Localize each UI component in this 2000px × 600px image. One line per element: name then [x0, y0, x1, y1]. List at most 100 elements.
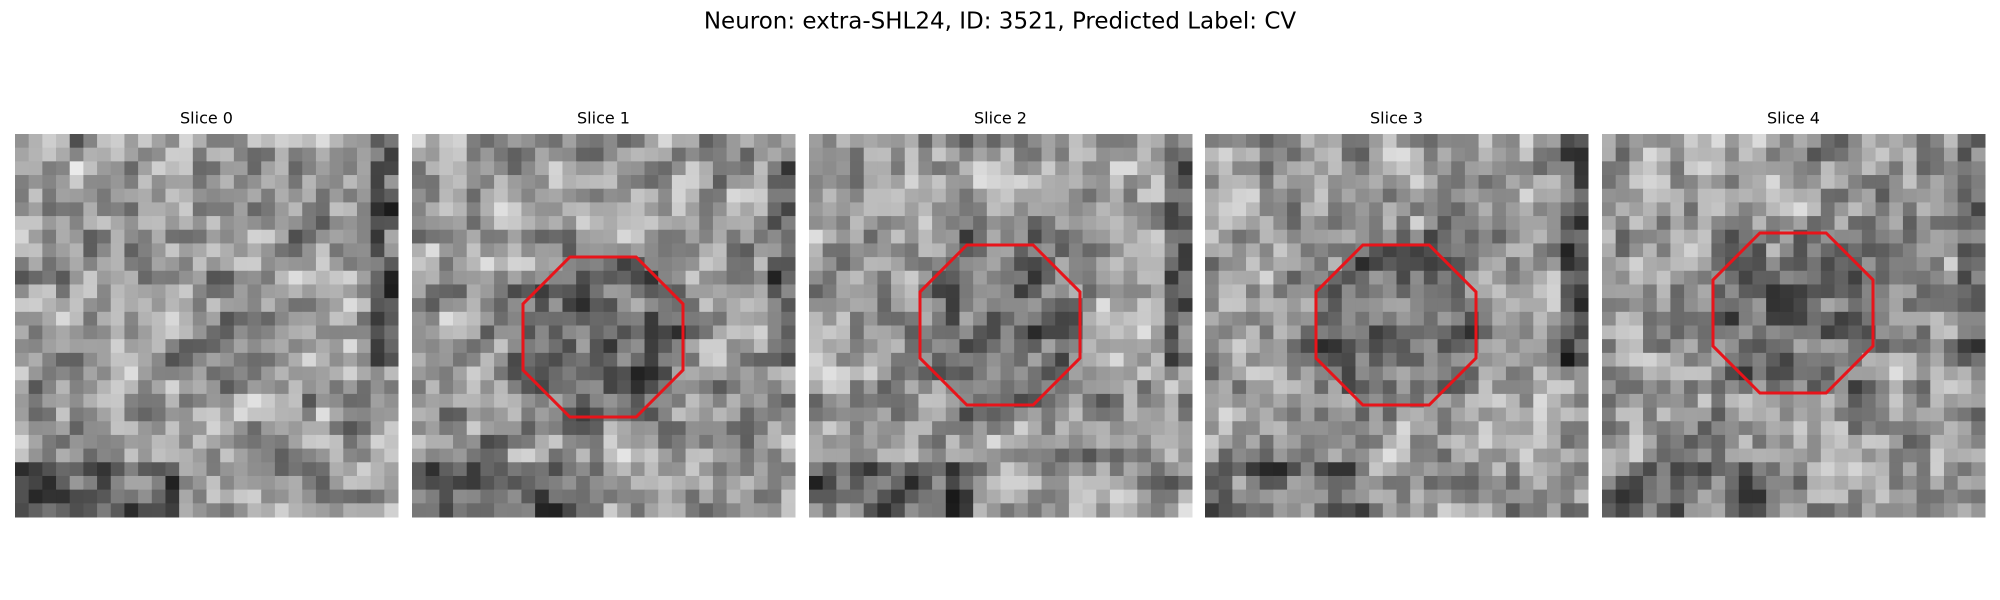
- pixel: [412, 462, 427, 477]
- pixel: [1068, 448, 1084, 463]
- pixel: [781, 175, 796, 190]
- pixel: [1150, 434, 1166, 450]
- pixel: [494, 380, 509, 395]
- pixel: [1725, 229, 1740, 244]
- pixel: [767, 462, 782, 477]
- pixel: [233, 311, 249, 326]
- pixel: [1246, 448, 1261, 463]
- pixel: [1793, 161, 1808, 176]
- pixel: [453, 161, 468, 176]
- pixel: [56, 339, 71, 354]
- pixel: [192, 284, 207, 299]
- pixel: [781, 270, 796, 285]
- pixel: [1164, 147, 1179, 162]
- pixel: [1451, 243, 1466, 258]
- pixel: [836, 380, 851, 395]
- pixel: [877, 462, 892, 477]
- pixel: [1902, 270, 1918, 285]
- pixel: [1041, 147, 1056, 162]
- pixel: [1423, 352, 1439, 368]
- pixel: [945, 393, 960, 409]
- pixel: [671, 134, 687, 149]
- pixel: [1410, 489, 1425, 504]
- pixel: [1109, 161, 1125, 176]
- pixel: [56, 421, 71, 436]
- pixel: [1752, 339, 1767, 354]
- pixel: [1055, 257, 1070, 272]
- pixel: [69, 134, 84, 149]
- pixel: [97, 175, 112, 190]
- pixel: [658, 229, 673, 244]
- pixel: [1068, 366, 1084, 381]
- pixel: [973, 407, 988, 422]
- pixel: [1000, 298, 1015, 313]
- pixel: [1602, 175, 1617, 190]
- pixel: [1410, 462, 1425, 477]
- pixel: [932, 229, 947, 244]
- pixel: [356, 366, 372, 381]
- pixel: [1246, 475, 1261, 491]
- pixel: [535, 243, 550, 258]
- pixel: [1752, 393, 1767, 409]
- pixel: [1574, 216, 1589, 231]
- pixel: [1505, 229, 1521, 244]
- pixel: [1889, 270, 1904, 285]
- pixel: [1656, 462, 1671, 477]
- pixel: [1300, 298, 1315, 313]
- pixel: [1027, 161, 1043, 176]
- pixel: [1341, 503, 1356, 518]
- pixel: [1041, 298, 1056, 313]
- pixel: [507, 161, 522, 176]
- pixel: [1930, 298, 1945, 313]
- pixel: [1643, 462, 1658, 477]
- pixel: [1725, 380, 1740, 395]
- pixel: [1259, 325, 1274, 340]
- pixel: [384, 270, 399, 285]
- pixel: [1560, 161, 1575, 176]
- pixel: [1478, 489, 1493, 504]
- pixel: [740, 147, 755, 162]
- pixel: [904, 311, 919, 326]
- pixel: [1834, 489, 1849, 504]
- pixel: [439, 489, 454, 504]
- pixel: [28, 311, 43, 326]
- pixel: [1930, 393, 1945, 409]
- pixel: [1752, 257, 1767, 272]
- pixel: [877, 147, 892, 162]
- pixel: [1423, 311, 1439, 326]
- pixel: [1451, 202, 1466, 217]
- pixel: [589, 229, 604, 244]
- pixel: [535, 366, 550, 381]
- pixel: [1382, 339, 1397, 354]
- pixel: [809, 339, 824, 354]
- pixel: [1820, 134, 1836, 149]
- pixel: [1287, 270, 1302, 285]
- pixel: [1423, 339, 1439, 354]
- pixel: [288, 229, 303, 244]
- pixel: [986, 366, 1001, 381]
- pixel: [959, 202, 974, 217]
- pixel: [343, 380, 358, 395]
- pixel: [822, 352, 837, 368]
- pixel: [1697, 503, 1712, 518]
- pixel: [42, 311, 57, 326]
- pixel: [439, 229, 454, 244]
- pixel: [1848, 134, 1863, 149]
- pixel: [233, 216, 249, 231]
- pixel: [1205, 475, 1220, 491]
- pixel: [138, 216, 153, 231]
- pixel: [384, 175, 399, 190]
- pixel: [1000, 175, 1015, 190]
- pixel: [220, 339, 235, 354]
- pixel: [110, 257, 125, 272]
- pixel: [1164, 243, 1179, 258]
- pixel: [247, 202, 262, 217]
- pixel: [1533, 462, 1548, 477]
- pixel: [288, 325, 303, 340]
- pixel: [1560, 489, 1575, 504]
- pixel: [740, 216, 755, 231]
- pixel: [617, 257, 632, 272]
- pixel: [480, 475, 495, 491]
- pixel: [986, 270, 1001, 285]
- pixel: [1109, 216, 1125, 231]
